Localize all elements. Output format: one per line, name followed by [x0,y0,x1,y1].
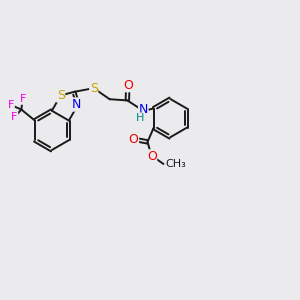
Text: F: F [11,112,18,122]
Text: H: H [136,113,145,123]
Text: O: O [129,133,139,146]
Text: O: O [147,150,157,163]
Text: CH₃: CH₃ [166,159,186,169]
Text: N: N [72,98,81,111]
Text: S: S [57,89,65,102]
Text: F: F [20,94,26,104]
Text: F: F [8,100,14,110]
Text: S: S [90,82,98,95]
Text: O: O [123,79,133,92]
Text: N: N [139,103,148,116]
